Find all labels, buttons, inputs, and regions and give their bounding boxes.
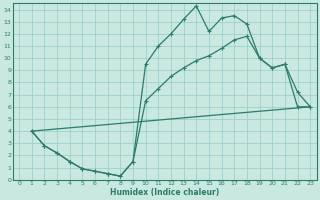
X-axis label: Humidex (Indice chaleur): Humidex (Indice chaleur)	[110, 188, 219, 197]
